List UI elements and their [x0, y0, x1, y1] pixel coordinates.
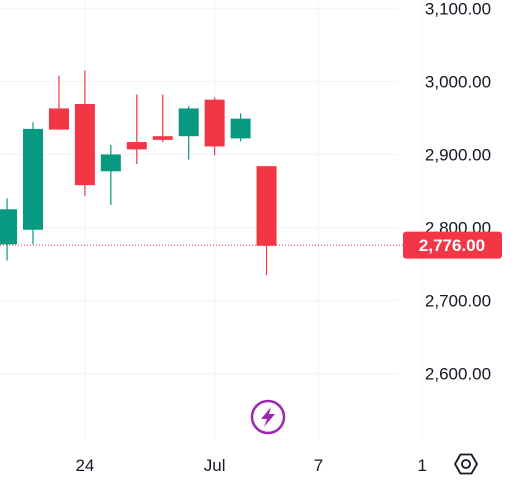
- candle: [204, 97, 225, 156]
- candle: [152, 94, 173, 143]
- candle: [0, 198, 18, 261]
- grid-lines: [0, 0, 423, 440]
- candle: [126, 94, 147, 164]
- x-tick-label: Jul: [204, 456, 226, 475]
- candle: [48, 75, 69, 130]
- candle-body: [0, 209, 18, 245]
- x-tick-label: 7: [314, 456, 323, 475]
- x-tick-label: 1: [418, 456, 427, 475]
- candle-body: [23, 128, 43, 230]
- candle-body: [74, 104, 95, 186]
- candle-body: [230, 118, 251, 139]
- candle-body: [256, 166, 277, 246]
- candle-body: [178, 108, 199, 137]
- candle-body: [100, 154, 121, 172]
- candle-body: [204, 99, 225, 147]
- candle: [178, 106, 199, 160]
- y-tick-label: 2,900.00: [425, 145, 491, 164]
- last-price-label: 2,776.00: [419, 236, 485, 255]
- candle: [23, 122, 43, 245]
- candle: [74, 70, 95, 197]
- y-tick-label: 2,700.00: [425, 292, 491, 311]
- candles: [0, 70, 277, 276]
- x-tick-label: 24: [75, 456, 94, 475]
- gear-icon[interactable]: [454, 453, 478, 475]
- candle-body: [48, 108, 69, 130]
- candle-body: [126, 142, 147, 150]
- lightning-bolt-icon[interactable]: [250, 399, 286, 435]
- candle: [256, 166, 277, 276]
- candle: [230, 113, 251, 142]
- x-axis: 24 Jul 7 1: [75, 456, 427, 475]
- y-axis: 2,600.002,700.002,800.002,900.003,000.00…: [425, 0, 491, 384]
- y-tick-label: 3,100.00: [425, 0, 491, 18]
- candle-body: [152, 136, 173, 140]
- last-price-badge: 2,776.00: [403, 231, 502, 259]
- y-tick-label: 2,600.00: [425, 365, 491, 384]
- candle: [100, 144, 121, 205]
- y-tick-label: 3,000.00: [425, 72, 491, 91]
